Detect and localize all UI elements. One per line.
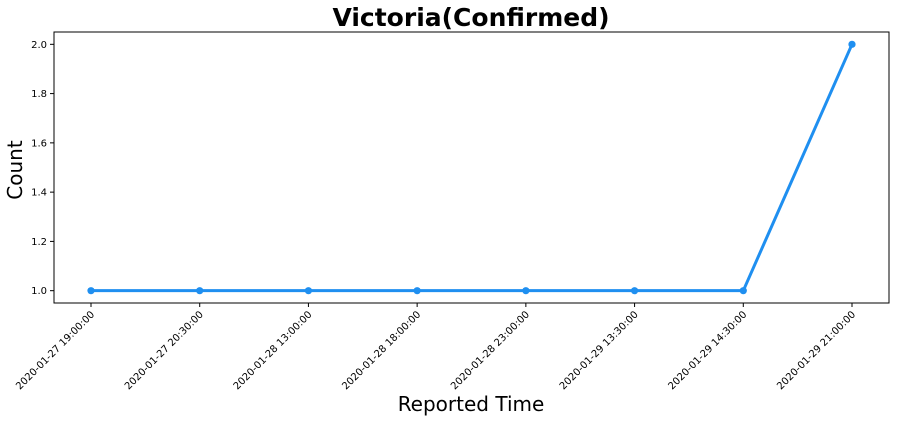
data-point xyxy=(87,287,95,295)
x-axis-label: Reported Time xyxy=(398,392,545,416)
y-tick-label: 1.0 xyxy=(31,286,47,297)
series-line xyxy=(91,43,854,293)
data-point xyxy=(304,287,313,295)
chart-title: Victoria(Confirmed) xyxy=(332,3,609,32)
x-tick-label: 2020-01-28 18:00:00 xyxy=(340,309,423,392)
x-tick-label: 2020-01-29 14:30:00 xyxy=(667,309,750,392)
x-tick-label: 2020-01-29 13:30:00 xyxy=(558,309,641,392)
data-point xyxy=(413,287,421,295)
x-tick-label: 2020-01-28 23:00:00 xyxy=(449,309,532,392)
x-tick-label: 2020-01-27 20:30:00 xyxy=(123,309,206,392)
y-tick-label: 1.6 xyxy=(31,138,47,149)
y-axis: 1.0 1.2 1.4 1.6 1.8 2.0 xyxy=(31,40,54,297)
x-tick-label: 2020-01-28 13:00:00 xyxy=(232,309,315,392)
data-point xyxy=(848,40,856,48)
y-tick-label: 1.2 xyxy=(31,237,47,248)
data-point xyxy=(739,287,747,295)
data-point xyxy=(522,287,530,295)
y-axis-label: Count xyxy=(3,140,27,200)
y-tick-label: 1.8 xyxy=(31,89,47,100)
y-tick-label: 1.4 xyxy=(31,188,47,199)
y-tick-label: 2.0 xyxy=(31,40,47,51)
data-point xyxy=(630,287,639,295)
x-axis: 2020-01-27 19:00:00 2020-01-27 20:30:00 20… xyxy=(14,303,858,392)
plot-area xyxy=(53,31,890,304)
x-tick-label: 2020-01-27 19:00:00 xyxy=(14,309,97,392)
data-point xyxy=(196,287,204,295)
series-layer xyxy=(87,40,856,295)
x-tick-label: 2020-01-29 21:00:00 xyxy=(775,309,858,392)
